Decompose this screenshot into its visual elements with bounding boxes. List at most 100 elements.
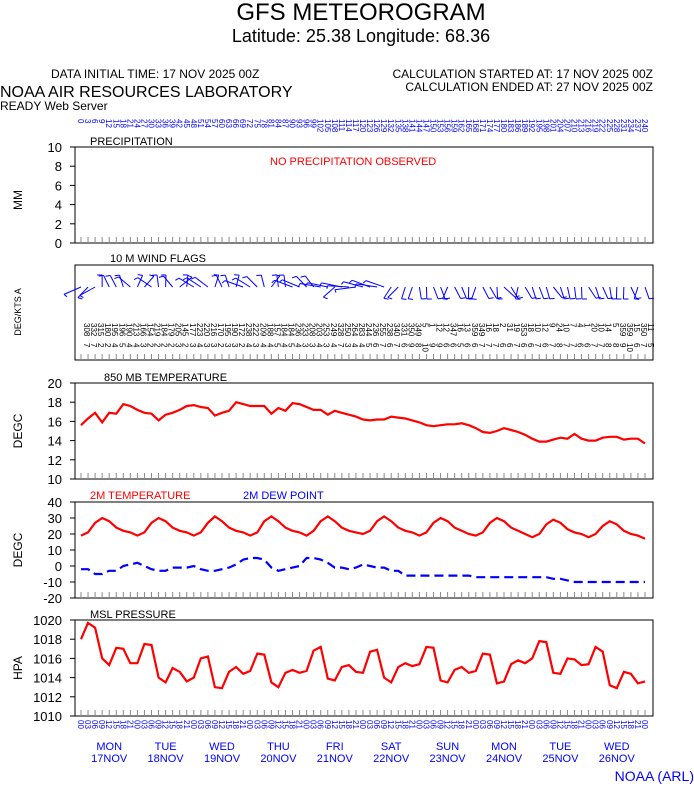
- forecast-hour-label: 117: [351, 119, 360, 132]
- utc-hour-label: 00: [132, 720, 141, 729]
- forecast-hour-label: 240: [640, 119, 649, 133]
- wind-direction-label: 172: [237, 323, 246, 337]
- utc-hour-label: 18: [231, 720, 240, 729]
- wind-barb: [109, 275, 117, 288]
- wind-direction-label: 184: [286, 323, 295, 337]
- wind-direction-label: 236: [294, 323, 303, 337]
- utc-hour-label: 00: [189, 720, 198, 729]
- forecast-hour-label: 69: [238, 119, 247, 128]
- y-tick-label: 10: [48, 140, 62, 155]
- wind-direction-label: 20: [590, 323, 599, 332]
- wind-barb: [531, 286, 537, 299]
- forecast-hour-label: 228: [612, 119, 621, 133]
- wind-speed-label: 3: [188, 343, 197, 348]
- wind-direction-label: 283: [357, 323, 366, 337]
- y-tick-label: 1014: [33, 671, 62, 686]
- utc-hour-label: 09: [154, 720, 163, 729]
- wind-barb: [156, 274, 160, 288]
- wind-speed-label: 4: [110, 343, 119, 348]
- wind-direction-label: 4: [576, 323, 585, 328]
- wind-speed-label: 6: [463, 343, 472, 348]
- utc-hour-label: 12: [330, 720, 339, 729]
- wind-speed-label: 6: [442, 343, 451, 348]
- utc-hour-label: 00: [414, 720, 423, 729]
- wind-barb: [514, 286, 519, 300]
- wind-speed-label: 3: [209, 343, 218, 348]
- utc-hour-label: 09: [605, 720, 614, 729]
- wind-direction-label: 353: [519, 323, 528, 337]
- wind-direction-label: 328: [336, 323, 345, 337]
- forecast-hour-label: 156: [443, 119, 452, 133]
- temp2m-panel: [74, 501, 654, 599]
- wind-barb-flag: [383, 297, 389, 300]
- wind-direction-label: 15: [632, 323, 641, 332]
- forecast-hour-label: 171: [478, 119, 487, 133]
- wind-barb-flag: [408, 298, 414, 300]
- forecast-hour-label: 15: [111, 119, 120, 128]
- y-tick-label: 16: [48, 414, 62, 429]
- wind-barb: [595, 286, 600, 299]
- wind-direction-label: 249: [329, 323, 338, 337]
- utc-hour-label: 09: [210, 720, 219, 729]
- wind-barb-flag: [517, 296, 523, 299]
- wind-speed-label: 3: [308, 343, 317, 348]
- forecast-hour-label: 144: [414, 119, 423, 133]
- day-of-week-label: WED: [209, 741, 235, 753]
- day-of-week-label: MON: [96, 741, 122, 753]
- wind-barb-flag: [319, 282, 322, 286]
- utc-hour-label: 06: [541, 720, 550, 729]
- utc-hour-label: 18: [626, 720, 635, 729]
- wind-speed-label: 7: [82, 343, 91, 348]
- wind-barb-flag: [564, 297, 570, 300]
- utc-hour-label: 00: [471, 720, 480, 729]
- y-tick-label: 18: [48, 395, 62, 410]
- wind-speed-label: 7: [547, 343, 556, 348]
- wind-barb: [224, 280, 244, 288]
- forecast-hour-label: 93: [295, 119, 304, 128]
- forecast-hour-label: 48: [189, 119, 198, 128]
- utc-hour-label: 21: [407, 720, 416, 729]
- forecast-hour-label: 75: [252, 119, 261, 128]
- forecast-hour-label: 57: [210, 119, 219, 128]
- wind-speed-label: 2: [145, 343, 154, 348]
- wind-barb-flag: [437, 297, 443, 300]
- wind-barb-flag: [535, 297, 541, 300]
- utc-hour-label: 12: [612, 720, 621, 729]
- wind-speed-label: 4: [265, 343, 274, 348]
- wind-barb: [296, 276, 307, 288]
- utc-hour-label: 06: [147, 720, 156, 729]
- wind-speed-label: 2: [160, 343, 169, 348]
- utc-hour-label: 21: [351, 720, 360, 729]
- wind-direction-label: 350: [639, 323, 648, 337]
- date-label: 24NOV: [486, 753, 523, 765]
- wind-direction-label: 236: [371, 323, 380, 337]
- forecast-hour-label: 234: [626, 119, 635, 133]
- utc-hour-label: 06: [259, 720, 268, 729]
- wind-direction-label: 12: [540, 323, 549, 332]
- wind-speed-label: 6: [498, 343, 507, 348]
- wind-direction-label: 7: [568, 323, 577, 328]
- wind-speed-label: 4: [258, 343, 267, 348]
- utc-hour-label: 06: [372, 720, 381, 729]
- utc-hour-label: 18: [457, 720, 466, 729]
- forecast-hour-label: 198: [541, 119, 550, 133]
- y-tick-label: 1020: [33, 613, 62, 628]
- wind-speed-label: 10: [625, 343, 634, 352]
- server-name: READY Web Server: [0, 99, 108, 113]
- precip-title: PRECIPITATION: [90, 136, 173, 148]
- wind-barb-flag: [291, 275, 297, 279]
- temp2m-legend: 2M TEMPERATURE: [90, 490, 190, 502]
- wind-speed-label: 3: [223, 343, 232, 348]
- forecast-hour-label: 87: [280, 119, 289, 128]
- utc-hour-label: 03: [196, 720, 205, 729]
- date-label: 19NOV: [204, 753, 241, 765]
- utc-hour-label: 12: [273, 720, 282, 729]
- utc-hour-label: 21: [633, 720, 642, 729]
- wind-speed-label: 9: [435, 343, 444, 348]
- wind-direction-label: 308: [82, 323, 91, 337]
- wind-direction-label: 180: [103, 323, 112, 337]
- wind-direction-label: 190: [230, 323, 239, 337]
- lab-name: NOAA AIR RESOURCES LABORATORY: [0, 84, 293, 101]
- wind-direction-label: 255: [378, 323, 387, 337]
